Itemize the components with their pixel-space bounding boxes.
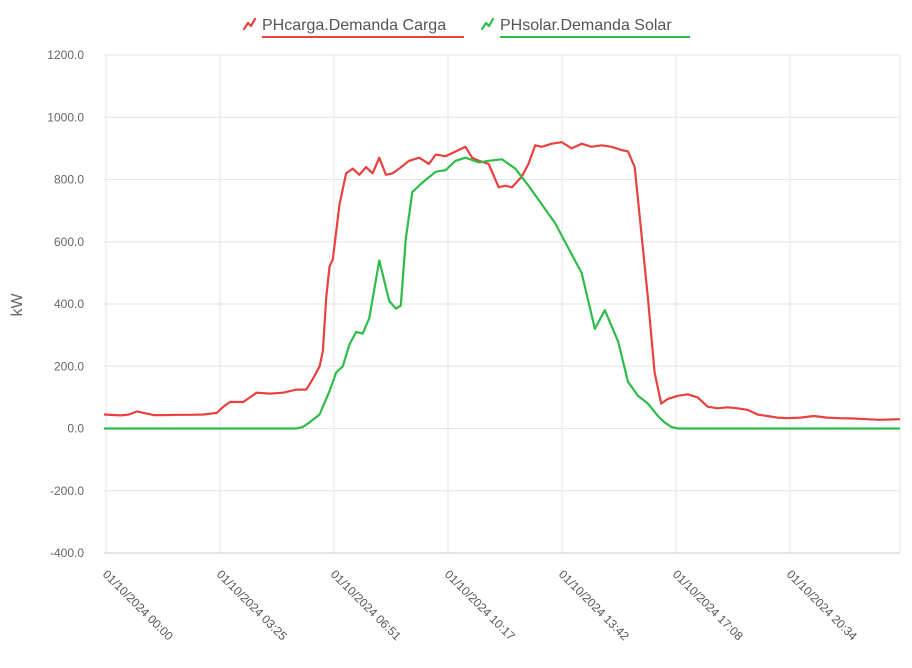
y-tick-label: 600.0 [54, 235, 84, 249]
series-line-carga [103, 141, 901, 421]
legend: PHcarga.Demanda Carga PHsolar.Demanda Sol… [242, 17, 690, 38]
legend-item-carga[interactable]: PHcarga.Demanda Carga [242, 17, 464, 38]
legend-underline [500, 36, 690, 38]
legend-label: PHcarga.Demanda Carga [262, 17, 446, 34]
y-axis-label: kW [9, 293, 26, 317]
x-axis-ticks: 01/10/2024 00:00 01/10/2024 03:25 01/10/20… [100, 567, 860, 643]
legend-item-solar[interactable]: PHsolar.Demanda Solar [480, 17, 690, 38]
x-tick-label: 01/10/2024 20:34 [784, 567, 860, 643]
y-tick-label: 200.0 [54, 359, 84, 373]
x-tick-label: 01/10/2024 10:17 [442, 567, 518, 643]
y-axis-ticks: 1200.0 1000.0 800.0 600.0 400.0 200.0 0.0 -200.… [47, 48, 84, 560]
x-tick-label: 01/10/2024 00:00 [100, 567, 176, 643]
y-tick-label: 1000.0 [47, 110, 84, 124]
legend-underline [262, 36, 464, 38]
y-tick-label: -200.0 [50, 484, 84, 498]
line-series-icon [480, 17, 495, 31]
y-tick-label: 800.0 [54, 173, 84, 187]
series-lines [103, 141, 901, 430]
y-tick-label: 1200.0 [47, 48, 84, 62]
y-tick-label: 400.0 [54, 297, 84, 311]
x-tick-label: 01/10/2024 03:25 [214, 567, 290, 643]
x-tick-label: 01/10/2024 17:08 [670, 567, 746, 643]
x-tick-label: 01/10/2024 06:51 [328, 567, 404, 643]
x-tick-label: 01/10/2024 13:42 [556, 567, 632, 643]
line-series-icon [242, 17, 257, 31]
series-line-solar [104, 156, 900, 430]
legend-label: PHsolar.Demanda Solar [500, 17, 672, 34]
y-tick-label: -400.0 [50, 546, 84, 560]
grid [104, 54, 901, 554]
y-tick-label: 0.0 [67, 422, 84, 436]
